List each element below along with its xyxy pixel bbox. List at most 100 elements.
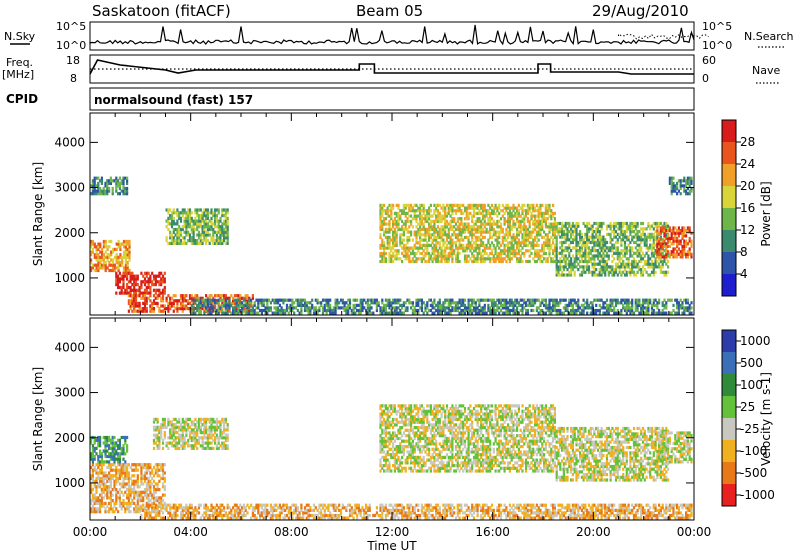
- echo-cell: [401, 225, 404, 229]
- echo-cell: [453, 203, 456, 207]
- echo-cell: [654, 221, 657, 226]
- echo-cell: [530, 241, 533, 245]
- echo-cell: [172, 219, 175, 223]
- echo-cell: [401, 251, 404, 256]
- echo-cell: [237, 303, 240, 307]
- echo-cell: [517, 301, 520, 305]
- echo-cell: [108, 501, 111, 505]
- colorbar-tick-label: 4: [740, 267, 748, 281]
- echo-cell: [428, 233, 431, 237]
- echo-cell: [474, 246, 477, 250]
- echo-cell: [122, 463, 125, 467]
- echo-cell: [478, 211, 481, 215]
- echo-cell: [392, 238, 395, 242]
- echo-cell: [131, 463, 134, 467]
- echo-cell: [415, 241, 418, 245]
- echo-cell: [397, 217, 400, 221]
- echo-cell: [591, 246, 594, 250]
- echo-cell: [535, 249, 538, 253]
- echo-cell: [134, 493, 138, 497]
- echo-cell: [420, 217, 423, 221]
- echo-cell: [498, 259, 501, 264]
- echo-cell: [151, 283, 154, 287]
- echo-cell: [604, 301, 607, 305]
- echo-cell: [170, 301, 174, 305]
- echo-cell: [467, 311, 470, 315]
- echo-cell: [102, 504, 105, 508]
- echo-cell: [91, 186, 94, 191]
- echo-cell: [181, 309, 184, 313]
- echo-cell: [537, 311, 540, 315]
- echo-cell: [280, 306, 283, 310]
- echo-cell: [517, 219, 520, 223]
- echo-cell: [627, 238, 630, 242]
- echo-cell: [122, 280, 125, 284]
- echo-cell: [257, 306, 260, 310]
- echo-cell: [248, 311, 251, 315]
- echo-cell: [523, 254, 526, 258]
- echo-cell: [640, 270, 643, 274]
- echo-cell: [179, 304, 183, 308]
- echo-cell: [118, 501, 121, 505]
- echo-cell: [535, 235, 538, 239]
- echo-cell: [463, 222, 467, 226]
- echo-cell: [393, 298, 396, 302]
- echo-cell: [321, 308, 325, 313]
- echo-cell: [174, 211, 177, 215]
- echo-cell: [329, 308, 332, 313]
- echo-cell: [433, 257, 436, 261]
- echo-cell: [190, 296, 193, 300]
- echo-cell: [659, 311, 662, 315]
- echo-cell: [190, 309, 193, 313]
- echo-cell: [622, 262, 625, 266]
- echo-cell: [512, 254, 515, 258]
- echo-cell: [442, 233, 445, 237]
- echo-cell: [126, 471, 129, 475]
- echo-cell: [638, 254, 641, 258]
- echo-cell: [602, 235, 605, 239]
- echo-cell: [309, 306, 312, 310]
- echo-cell: [505, 238, 508, 242]
- echo-cell: [640, 268, 643, 272]
- echo-cell: [199, 308, 202, 313]
- echo-cell: [133, 490, 136, 494]
- echo-cell: [643, 268, 646, 272]
- echo-cell: [472, 306, 476, 310]
- echo-cell: [278, 303, 281, 307]
- echo-cell: [201, 216, 204, 220]
- echo-cell: [596, 230, 600, 234]
- echo-cell: [478, 257, 481, 261]
- echo-cell: [163, 307, 166, 311]
- echo-cell: [665, 242, 668, 246]
- echo-cell: [631, 301, 634, 305]
- echo-cell: [496, 241, 499, 245]
- echo-cell: [650, 259, 654, 264]
- echo-cell: [138, 485, 141, 489]
- echo-cell: [528, 219, 531, 223]
- echo-cell: [93, 510, 96, 514]
- echo-cell: [133, 507, 136, 511]
- echo-cell: [393, 311, 396, 315]
- echo-cell: [386, 298, 389, 302]
- echo-cell: [623, 308, 627, 313]
- echo-cell: [472, 301, 476, 305]
- echo-cell: [99, 189, 102, 193]
- echo-cell: [126, 271, 129, 275]
- echo-cell: [564, 273, 567, 277]
- echo-cell: [375, 306, 378, 310]
- echo-cell: [131, 288, 134, 292]
- echo-cell: [507, 308, 510, 313]
- echo-cell: [133, 299, 136, 303]
- echo-cell: [587, 265, 591, 269]
- echo-cell: [616, 221, 619, 226]
- echo-cell: [645, 306, 648, 310]
- echo-cell: [115, 258, 118, 262]
- echo-cell: [102, 266, 105, 270]
- echo-cell: [169, 233, 172, 237]
- echo-cell: [537, 306, 540, 310]
- echo-cell: [386, 246, 389, 250]
- echo-cell: [555, 257, 558, 261]
- echo-cell: [417, 241, 420, 245]
- echo-cell: [508, 209, 511, 213]
- echo-cell: [631, 265, 634, 269]
